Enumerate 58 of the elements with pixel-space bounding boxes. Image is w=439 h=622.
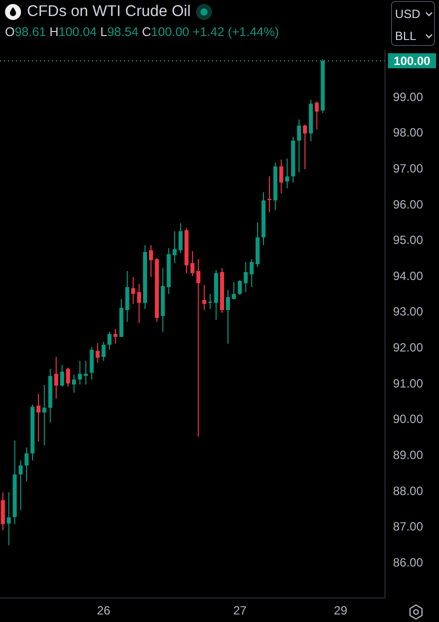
candlestick (96, 342, 100, 364)
candlestick (113, 328, 118, 344)
candlestick (90, 346, 94, 380)
candlestick (60, 364, 64, 388)
candlestick (137, 283, 142, 324)
x-tick-label: 26 (96, 604, 111, 618)
candlestick (24, 447, 29, 482)
candlestick (285, 158, 290, 189)
x-tick-label: 27 (233, 604, 247, 618)
y-tick-label: 90.00 (393, 412, 424, 426)
y-tick-label: 99.00 (393, 90, 424, 104)
y-tick-label: 97.00 (393, 161, 424, 176)
candlestick (84, 360, 88, 386)
candlestick (108, 331, 112, 350)
candlestick (66, 367, 70, 388)
y-tick-label: 88.00 (393, 484, 424, 498)
candlestick (226, 289, 230, 344)
candlestick (78, 360, 82, 386)
y-tick-label: 86.00 (393, 555, 424, 570)
ref-line-label: 100.00 (394, 54, 431, 68)
candlestick (131, 276, 136, 304)
y-tick-label: 87.00 (393, 520, 424, 534)
candlestick (125, 270, 130, 322)
chart-title: CFDs on WTI Crude Oil (27, 2, 191, 22)
candlestick (42, 384, 46, 446)
candlestick (190, 250, 194, 277)
candlestick (314, 101, 319, 130)
candlestick (232, 282, 236, 300)
candlestick (196, 258, 200, 437)
candlestick (267, 176, 272, 213)
candlestick (36, 393, 40, 442)
candlestick (250, 258, 254, 288)
y-tick-label: 95.00 (393, 233, 424, 248)
candlestick (6, 492, 11, 546)
candlestick (18, 460, 23, 511)
y-tick-label: 94.00 (393, 268, 424, 283)
candlestick (178, 222, 183, 254)
y-tick-label: 96.00 (393, 197, 424, 212)
candlestick (72, 374, 76, 394)
candlestick (208, 293, 212, 310)
y-tick-label: 98.00 (393, 126, 424, 140)
y-tick-label: 89.00 (393, 448, 424, 462)
candlestick (297, 118, 302, 173)
y-tick-label: 91.00 (393, 376, 424, 390)
y-tick-label: 93.00 (393, 304, 424, 319)
candlestick (279, 159, 284, 194)
text: USD (395, 7, 420, 21)
x-tick-label: 29 (334, 604, 348, 618)
candlestick (302, 124, 307, 170)
candlestick (54, 356, 58, 400)
text: BLL (395, 29, 416, 43)
candlestick (0, 492, 5, 531)
candlestick (202, 284, 206, 311)
candlestick (148, 244, 153, 278)
y-tick-label: 92.00 (393, 340, 424, 355)
candlestick (172, 230, 177, 264)
candlestick (102, 341, 106, 362)
chart-subtitle: O98.61 H100.04 L98.54 C100.00 +1.42 (+1.44%) (5, 25, 279, 39)
